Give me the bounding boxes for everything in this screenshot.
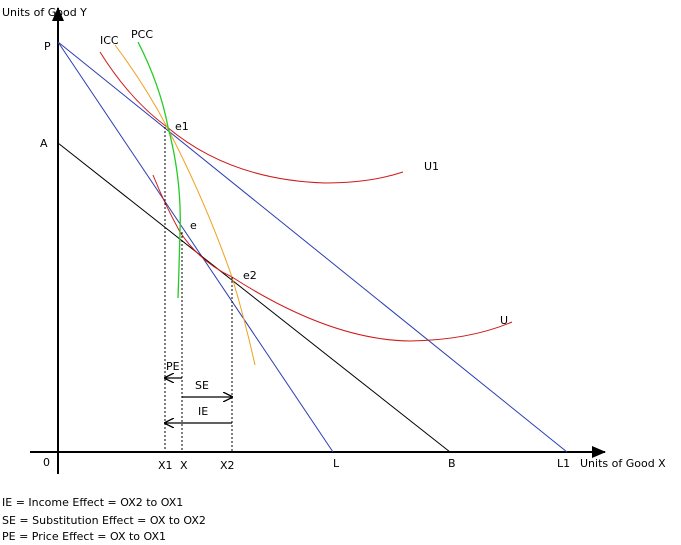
intercept-label: L [333, 457, 340, 470]
curve-label: ICC [100, 34, 119, 47]
effect-label: IE [198, 405, 208, 418]
indifference-curve-u [152, 174, 513, 342]
x-axis-label: Units of Good X [580, 457, 666, 470]
note: PE = Price Effect = OX to OX1 [2, 530, 166, 543]
point-label: e1 [175, 120, 189, 133]
curve-label: U1 [424, 160, 439, 173]
pcc-curve [137, 41, 181, 299]
intercept-label: A [40, 137, 48, 150]
point-label: e2 [243, 269, 257, 282]
origin-label: 0 [43, 456, 50, 469]
budget-line-pl [57, 41, 334, 453]
curve-label: PCC [131, 28, 153, 41]
note: SE = Substitution Effect = OX to OX2 [2, 514, 206, 527]
intercept-label: P [44, 40, 51, 53]
note: IE = Income Effect = OX2 to OX1 [2, 496, 183, 509]
budget-line-pl1 [57, 41, 568, 453]
effect-label: SE [195, 379, 209, 392]
intercept-label: B [448, 457, 456, 470]
intercept-label: X2 [220, 459, 235, 472]
intercept-label: L1 [557, 457, 570, 470]
intercept-label: X1 [158, 459, 173, 472]
intercept-label: X [180, 459, 188, 472]
curve-label: U [500, 314, 508, 327]
point-label: e [190, 219, 197, 232]
budget-line-ab [57, 142, 451, 453]
icc-curve [114, 44, 256, 366]
effect-label: PE [166, 360, 180, 373]
indifference-curve-u1 [99, 51, 404, 184]
y-axis-label: Units of Good Y [2, 6, 87, 19]
